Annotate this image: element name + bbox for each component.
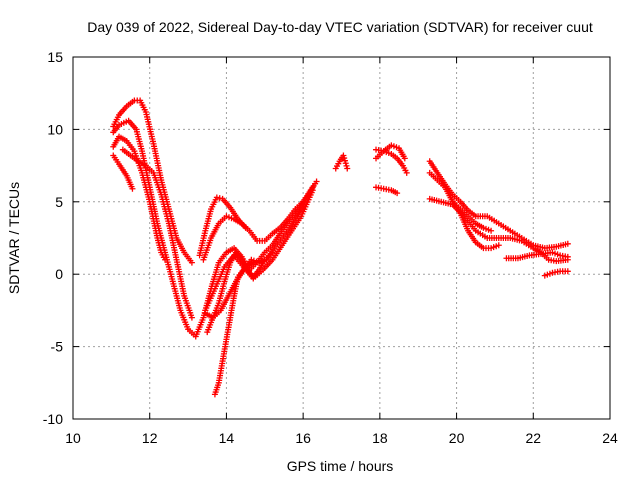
y-tick-labels: 15 10 5 0 -5 -10 [43, 49, 63, 427]
series-s11 [211, 259, 257, 398]
data-point [188, 314, 195, 321]
x-tick-labels: 10 12 14 16 18 20 22 24 [65, 430, 618, 446]
x-tick-label: 10 [65, 430, 81, 446]
y-tick-label: 10 [47, 121, 63, 137]
y-tick-label: 15 [47, 49, 63, 65]
series-s19 [449, 198, 502, 252]
data-point [495, 242, 502, 249]
series-s15 [373, 184, 401, 197]
x-tick-label: 14 [219, 430, 235, 446]
data-point [313, 178, 320, 185]
x-axis-title: GPS time / hours [287, 458, 394, 474]
series-s21 [541, 268, 571, 279]
data-point [344, 165, 351, 172]
x-tick-label: 16 [295, 430, 311, 446]
data-point [564, 253, 571, 260]
x-tick-label: 12 [142, 430, 158, 446]
axis-ticks [72, 56, 611, 420]
data-point [564, 268, 571, 275]
series-s12 [332, 152, 351, 172]
data-point [216, 195, 223, 202]
grid-lines [73, 57, 610, 419]
y-tick-label: -5 [51, 339, 64, 355]
x-tick-label: 18 [372, 430, 388, 446]
y-axis-title: SDTVAR / TECUs [6, 182, 22, 294]
series-s4 [110, 152, 136, 192]
series-s14 [373, 148, 410, 176]
data-point [162, 256, 169, 263]
series-s1 [110, 97, 195, 266]
data-point [488, 227, 495, 234]
data-point [403, 169, 410, 176]
y-tick-label: -10 [43, 411, 63, 427]
y-tick-label: 0 [55, 266, 63, 282]
x-tick-label: 22 [525, 430, 541, 446]
series-s5 [119, 146, 195, 321]
data-point [188, 259, 195, 266]
series-s10 [204, 249, 276, 336]
data-points [110, 97, 571, 398]
plot-frame [72, 56, 611, 420]
data-point [394, 190, 401, 197]
x-tick-label: 20 [449, 430, 465, 446]
data-point [129, 185, 136, 192]
data-point [309, 184, 316, 191]
data-point [269, 249, 276, 256]
data-point [250, 259, 257, 266]
series-s20 [503, 249, 571, 262]
data-point [213, 194, 220, 201]
series-s16 [426, 158, 571, 252]
data-point [564, 240, 571, 247]
x-tick-label: 24 [602, 430, 618, 446]
chart-title: Day 039 of 2022, Sidereal Day-to-day VTE… [87, 19, 593, 35]
y-tick-label: 5 [55, 194, 63, 210]
data-point [401, 155, 408, 162]
